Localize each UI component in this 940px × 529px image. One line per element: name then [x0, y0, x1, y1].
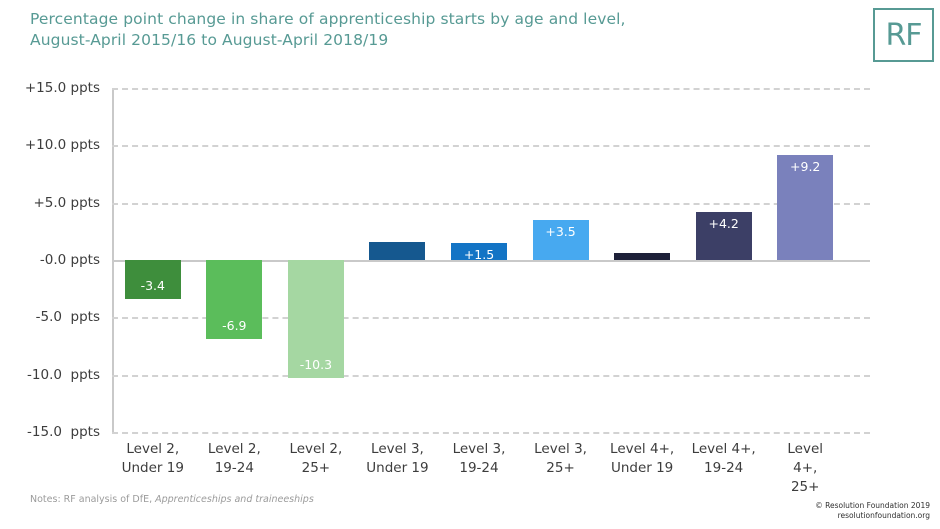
bar-level-4+-25+: +9.2 — [777, 154, 834, 260]
chart-title-line1: Percentage point change in share of appr… — [30, 10, 626, 28]
y-tick-label: +10.0 ppts — [24, 137, 100, 154]
gridline — [112, 145, 870, 148]
bar-level-4+-under-19 — [614, 253, 671, 260]
chart-title-line2: August-April 2015/16 to August-April 201… — [30, 31, 389, 49]
website-link: resolutionfoundation.org — [837, 510, 930, 520]
source-notes: Notes: RF analysis of DfE, Apprenticeshi… — [30, 494, 314, 505]
bar-value-label: +4.2 — [708, 215, 739, 231]
chart-title: Percentage point change in share of appr… — [30, 9, 626, 51]
bar-value-label: +1.5 — [463, 246, 495, 262]
bar-level-2-under-19: -3.4 — [124, 260, 181, 299]
bar-value-label: +3.5 — [545, 223, 576, 239]
x-axis-labels: Level 2, Under 19 Level 2, 19-24 Level 2, … — [112, 440, 846, 495]
y-tick-label: +5.0 ppts — [33, 194, 100, 211]
x-category-label: Level 2, 25+ — [289, 441, 343, 476]
rf-logo-text: RF — [885, 17, 922, 53]
bar-value-label: -10.3 — [299, 357, 333, 373]
x-category-label: Level 4+, Under 19 — [610, 441, 675, 476]
bar-level-3-25+: +3.5 — [532, 219, 589, 260]
bar-level-3-under-19 — [369, 241, 426, 260]
rf-logo: RF — [873, 8, 934, 62]
zero-gridline — [112, 260, 870, 262]
copyright-line: © Resolution Foundation 2019 — [815, 501, 930, 510]
notes-prefix: Notes: RF analysis of DfE, — [30, 494, 156, 505]
bar-level-3-19-24: +1.5 — [451, 242, 507, 262]
x-category-label: Level 3, Under 19 — [366, 441, 429, 476]
gridline — [112, 374, 870, 377]
bar-value-label: -6.9 — [222, 318, 247, 334]
gridline — [112, 202, 870, 205]
bar-level-4+-19-24: +4.2 — [695, 211, 752, 260]
notes-source-title: Apprenticeships and traineeships — [155, 494, 314, 505]
y-tick-label: +15.0 ppts — [24, 80, 100, 96]
x-category-label: Level 4+, 25+ — [787, 441, 824, 495]
gridline — [112, 88, 870, 90]
x-category-label: Level 3, 25+ — [534, 441, 587, 476]
x-category-label: Level 3, 19-24 — [452, 441, 506, 476]
bars: -3.4 -6.9 -10.3 +1.5 +3.5 +4.2 +9.2 — [112, 88, 846, 432]
bar-value-label: -3.4 — [140, 277, 165, 293]
bar-value-label: +9.2 — [790, 158, 821, 174]
bar-level-2-25+: -10.3 — [287, 260, 344, 379]
plot-area: -3.4 -6.9 -10.3 +1.5 +3.5 +4.2 +9.2 — [112, 88, 870, 434]
bar-level-2-19-24: -6.9 — [206, 260, 263, 340]
x-category-label: Level 4+, 19-24 — [691, 441, 756, 476]
y-tick-label: -0.0 ppts — [39, 252, 100, 268]
y-tick-label: -10.0 ppts — [27, 366, 100, 383]
gridline — [112, 317, 870, 320]
x-category-label: Level 2, 19-24 — [207, 441, 261, 476]
y-tick-label: -5.0 ppts — [35, 309, 100, 326]
y-tick-label: -15.0 ppts — [27, 424, 100, 440]
copyright: © Resolution Foundation 2019 resolutionf… — [815, 501, 930, 520]
y-axis-labels: +15.0 ppts +10.0 ppts +5.0 ppts -0.0 ppts -5… — [0, 80, 100, 440]
x-category-label: Level 2, Under 19 — [121, 441, 184, 476]
gridline — [112, 432, 870, 434]
